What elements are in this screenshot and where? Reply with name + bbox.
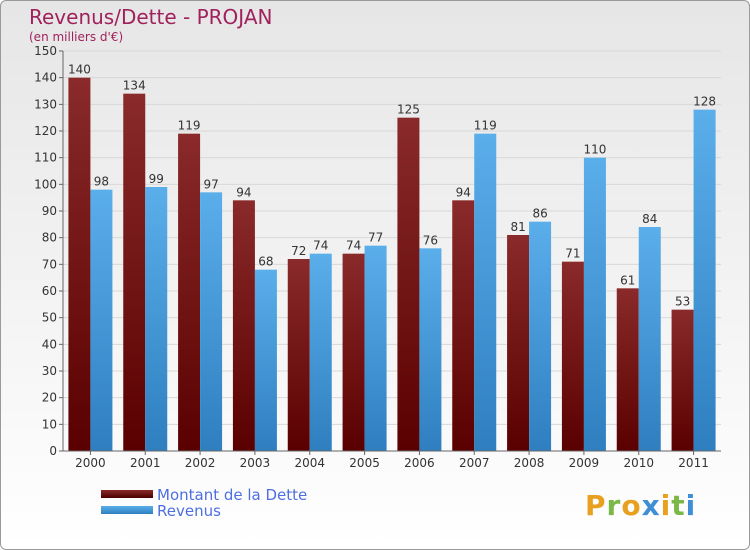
data-label: 68 (258, 255, 273, 269)
legend-swatch-revenus (101, 506, 153, 514)
data-label: 81 (510, 220, 525, 234)
bar-revenus (419, 248, 442, 451)
data-label: 99 (149, 172, 164, 186)
data-label: 86 (532, 207, 547, 221)
data-label: 128 (693, 95, 716, 109)
data-label: 119 (178, 119, 201, 133)
data-label: 84 (642, 212, 657, 226)
y-axis-ticks: 0 10 20 30 40 50 60 70 80 90 100 110 120 130 140 150 (34, 44, 63, 458)
data-label: 134 (123, 79, 146, 93)
y-tick-label: 0 (49, 444, 57, 458)
y-tick-label: 120 (34, 124, 57, 138)
bars (68, 77, 716, 452)
value-labels: 140 98 134 99 119 97 94 68 72 74 74 77 125 76 94 119 81 8… (68, 63, 716, 309)
y-tick-label: 50 (42, 311, 57, 325)
bar-dette (671, 309, 694, 451)
legend-label-dette: Montant de la Dette (157, 486, 308, 504)
bar-dette (68, 77, 91, 452)
logo-letter: t (671, 489, 686, 522)
y-tick-label: 40 (42, 337, 57, 351)
data-label: 98 (94, 175, 109, 189)
bar-revenus (145, 187, 168, 451)
logo-letter: i (685, 489, 697, 522)
x-tick-label: 2000 (75, 456, 106, 470)
x-tick-label: 2002 (185, 456, 216, 470)
x-tick-label: 2005 (349, 456, 380, 470)
bar-revenus (200, 192, 223, 452)
bar-dette (452, 200, 475, 451)
data-label: 72 (291, 244, 306, 258)
y-tick-label: 80 (42, 231, 57, 245)
x-tick-label: 2007 (459, 456, 490, 470)
data-label: 125 (397, 103, 420, 117)
proxiti-logo: Proxiti (585, 489, 696, 522)
x-tick-label: 2010 (623, 456, 654, 470)
bar-dette (616, 288, 639, 451)
logo-letter: o (621, 489, 642, 522)
bar-revenus (364, 245, 387, 451)
bar-revenus (583, 157, 606, 451)
bar-dette (123, 93, 146, 452)
chart-subtitle: (en milliers d'€) (29, 30, 124, 44)
bar-revenus (474, 133, 497, 451)
x-tick-label: 2008 (514, 456, 545, 470)
data-label: 97 (203, 177, 218, 191)
logo-letter: P (585, 489, 607, 522)
bar-revenus (693, 109, 716, 452)
x-tick-label: 2001 (130, 456, 161, 470)
y-tick-label: 60 (42, 284, 57, 298)
y-tick-label: 20 (42, 391, 57, 405)
bar-dette (232, 200, 255, 451)
logo-letter: i (660, 489, 672, 522)
data-label: 53 (675, 295, 690, 309)
bar-dette (178, 133, 201, 451)
data-label: 61 (620, 273, 635, 287)
y-tick-label: 150 (34, 44, 57, 58)
legend-label-revenus: Revenus (157, 502, 221, 520)
y-tick-label: 10 (42, 417, 57, 431)
bar-dette (397, 117, 420, 452)
x-tick-label: 2011 (678, 456, 709, 470)
data-label: 94 (456, 185, 471, 199)
y-tick-label: 110 (34, 151, 57, 165)
x-tick-label: 2004 (294, 456, 325, 470)
data-label: 94 (236, 185, 251, 199)
bar-revenus (638, 227, 661, 451)
x-tick-label: 2009 (569, 456, 600, 470)
data-label: 74 (346, 239, 361, 253)
logo-letter: r (606, 489, 622, 522)
y-tick-label: 70 (42, 257, 57, 271)
data-label: 119 (474, 119, 497, 133)
legend-swatch-dette (101, 490, 153, 498)
y-tick-label: 90 (42, 204, 57, 218)
bar-revenus (309, 253, 332, 451)
data-label: 110 (583, 143, 606, 157)
chart-title: Revenus/Dette - PROJAN (29, 5, 273, 29)
data-label: 140 (68, 63, 91, 77)
bar-dette (507, 235, 530, 451)
bar-dette (342, 253, 365, 451)
logo-letter: x (641, 489, 661, 522)
y-tick-label: 100 (34, 177, 57, 191)
bar-revenus (254, 269, 277, 451)
bar-revenus (90, 189, 113, 451)
data-label: 74 (313, 239, 328, 253)
x-axis-ticks: 2000 2001 2002 2003 2004 2005 2006 2007 2008 2009… (75, 451, 709, 470)
data-label: 76 (423, 233, 438, 247)
data-label: 71 (565, 247, 580, 261)
y-tick-label: 30 (42, 364, 57, 378)
x-tick-label: 2006 (404, 456, 435, 470)
data-label: 77 (368, 231, 383, 245)
y-tick-label: 140 (34, 71, 57, 85)
bar-revenus (529, 221, 552, 451)
bar-dette (287, 259, 310, 451)
bar-dette (561, 261, 584, 451)
y-tick-label: 130 (34, 97, 57, 111)
x-tick-label: 2003 (240, 456, 271, 470)
